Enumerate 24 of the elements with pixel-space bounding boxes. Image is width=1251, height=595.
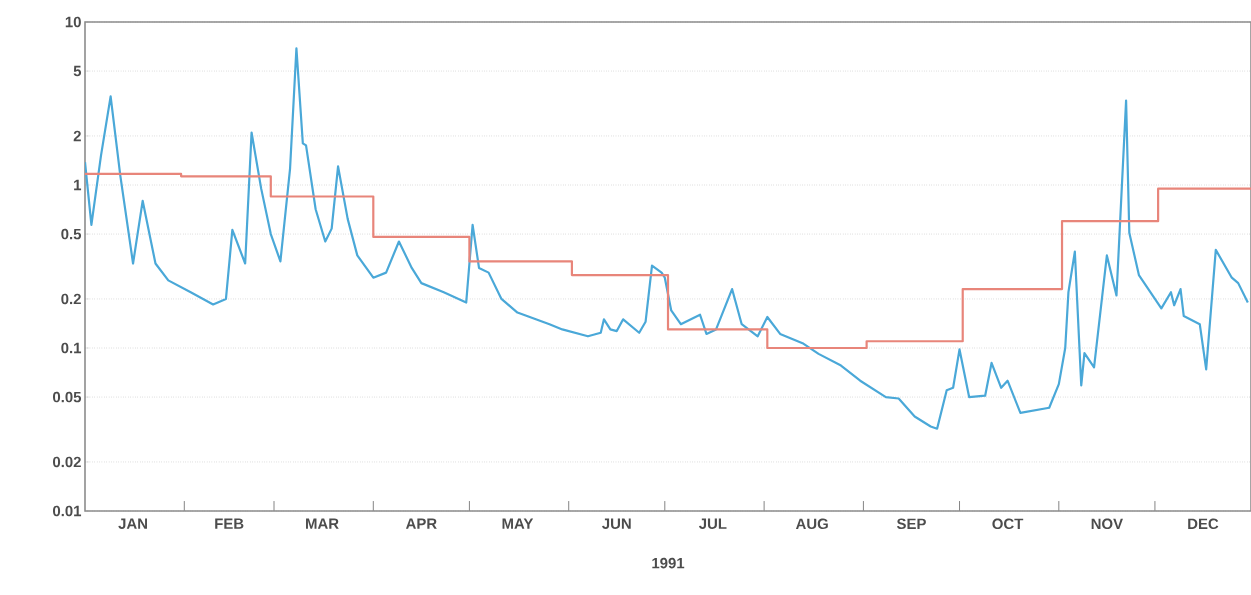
- x-tick-label: OCT: [992, 518, 1024, 530]
- x-tick-label: SEP: [896, 518, 926, 530]
- y-tick-label: 0.2: [61, 293, 81, 305]
- x-tick-label: FEB: [215, 518, 244, 529]
- line-series: [85, 47, 1249, 430]
- x-tick-label: AUG: [795, 518, 828, 530]
- x-tick-label: JUL: [698, 518, 727, 529]
- y-tick-label: 5: [73, 65, 82, 77]
- y-tick-label: 2: [73, 130, 81, 142]
- y-tick-label: 0.02: [52, 456, 81, 468]
- x-axis-title: 1991: [652, 557, 685, 569]
- x-tick-label: JAN: [118, 518, 147, 529]
- x-tick-label: DEC: [1188, 518, 1219, 530]
- x-tick-label: MAR: [306, 518, 339, 529]
- y-tick-label: 0.05: [52, 391, 82, 403]
- y-tick-label: 1: [74, 179, 82, 191]
- x-tick-label: MAY: [502, 518, 534, 529]
- y-tick-label: 0.1: [61, 342, 82, 354]
- x-tick-label: NOV: [1091, 518, 1123, 530]
- x-tick-label: APR: [405, 518, 437, 529]
- x-tick-label: JUN: [602, 518, 631, 529]
- y-tick-label: 0.5: [61, 228, 82, 240]
- y-tick-label: 10: [65, 16, 81, 28]
- y-tick-label: 0.01: [52, 505, 82, 517]
